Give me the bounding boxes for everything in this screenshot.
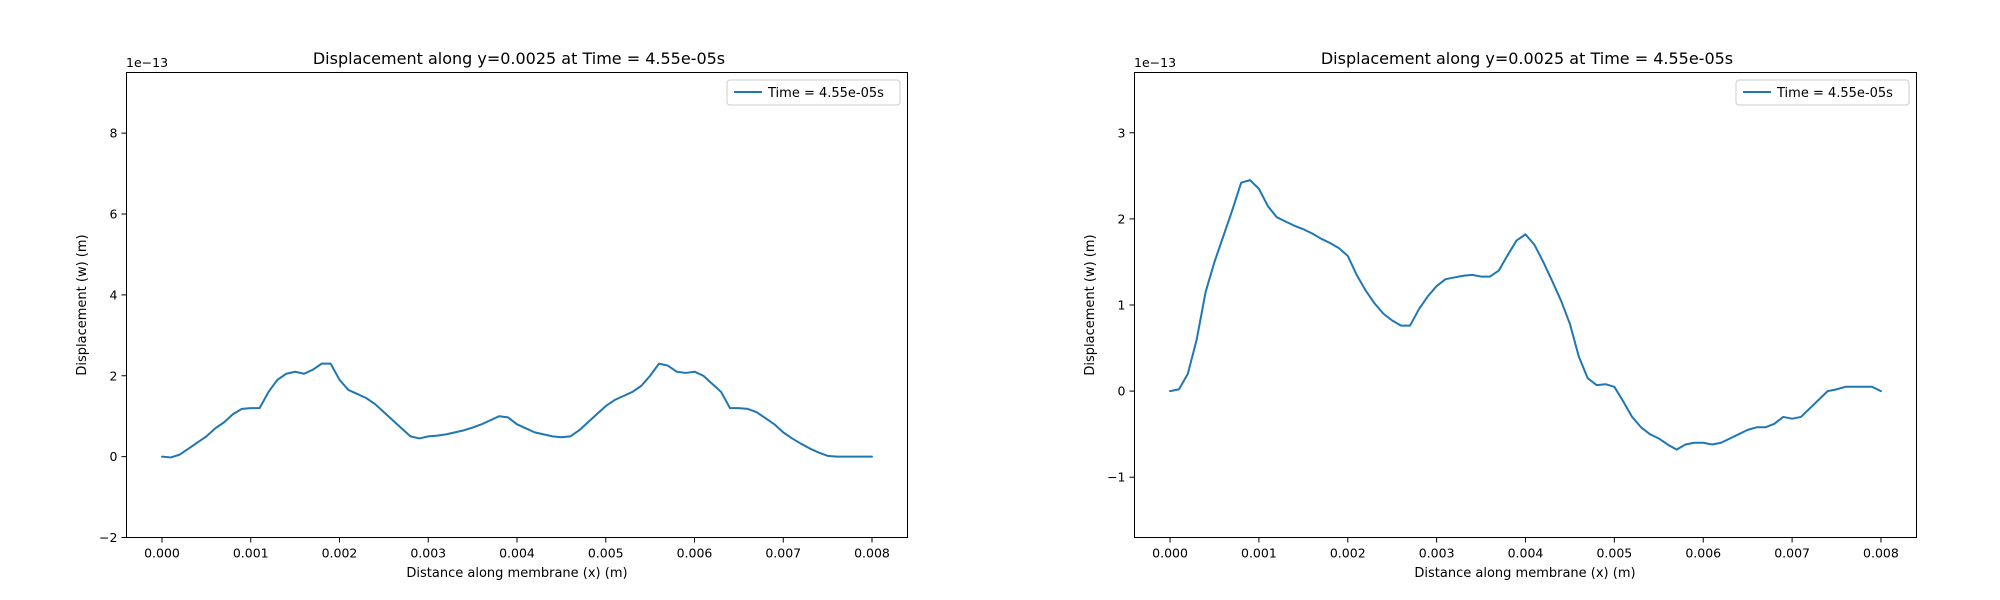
legend-box	[1735, 79, 1910, 106]
y-tick-label: 1	[1118, 298, 1126, 313]
y-tick-label: 4	[110, 287, 118, 302]
chart-title: Displacement along y=0.0025 at Time = 4.…	[313, 49, 725, 68]
x-tick-label: 0.008	[1863, 546, 1899, 561]
x-tick-label: 0.002	[322, 546, 358, 561]
series-lines	[1169, 179, 1882, 451]
y-tick-label: 2	[1118, 211, 1126, 226]
x-tick-label: 0.007	[765, 546, 801, 561]
x-tick-label: 0.006	[677, 546, 713, 561]
legend-label: Time = 4.55e-05s	[767, 86, 884, 101]
x-axis-label: Distance along membrane (x) (m)	[406, 566, 627, 581]
x-tick-label: 0.006	[1685, 546, 1721, 561]
legend-box	[726, 79, 901, 106]
x-tick-label: 0.001	[1241, 546, 1277, 561]
chart-title: Displacement along y=0.0025 at Time = 4.…	[1321, 49, 1733, 68]
y-tick-label: −1	[1107, 470, 1125, 485]
y-tick-label: 8	[110, 126, 118, 141]
x-tick-label: 0.001	[233, 546, 269, 561]
x-tick-label: 0.004	[1508, 546, 1544, 561]
x-tick-label: 0.008	[854, 546, 890, 561]
series-lines	[161, 362, 873, 459]
chart-right: Displacement along y=0.0025 at Time = 4.…	[1083, 49, 1917, 581]
x-tick-label: 0.005	[1596, 546, 1632, 561]
series-line	[161, 362, 873, 459]
y-tick-label: 6	[110, 207, 118, 222]
x-tick-label: 0.003	[1419, 546, 1455, 561]
series-line	[1169, 179, 1882, 451]
x-tick-label: 0.000	[144, 546, 180, 561]
x-tick-label: 0.003	[410, 546, 446, 561]
y-tick-label: −2	[99, 530, 117, 545]
y-tick-label: 2	[110, 368, 118, 383]
x-axis-label: Distance along membrane (x) (m)	[1414, 566, 1635, 581]
x-tick-label: 0.000	[1152, 546, 1188, 561]
x-tick-label: 0.002	[1330, 546, 1366, 561]
y-axis-label: Displacement (w) (m)	[75, 234, 90, 375]
y-tick-label: 0	[1118, 384, 1126, 399]
y-tick-label: 0	[110, 449, 118, 464]
legend-label: Time = 4.55e-05s	[1776, 86, 1893, 101]
y-ticks: −2 0 2 4 6 8	[99, 126, 127, 545]
y-tick-label: 3	[1118, 125, 1126, 140]
x-tick-label: 0.005	[588, 546, 624, 561]
legend: Time = 4.55e-05s	[726, 79, 901, 106]
y-offset-label: 1e−13	[126, 55, 168, 70]
x-ticks: 0.000 0.001 0.002 0.003 0.004 0.005 0.006 0.007…	[144, 537, 890, 561]
x-tick-label: 0.007	[1774, 546, 1810, 561]
y-ticks: −1 0 1 2 3	[1107, 125, 1135, 485]
x-tick-label: 0.004	[499, 546, 535, 561]
chart-left: Displacement along y=0.0025 at Time = 4.…	[75, 49, 908, 581]
y-axis-label: Displacement (w) (m)	[1083, 234, 1098, 375]
x-ticks: 0.000 0.001 0.002 0.003 0.004 0.005 0.006 0.007…	[1152, 537, 1899, 561]
y-offset-label: 1e−13	[1134, 55, 1176, 70]
legend: Time = 4.55e-05s	[1735, 79, 1910, 106]
